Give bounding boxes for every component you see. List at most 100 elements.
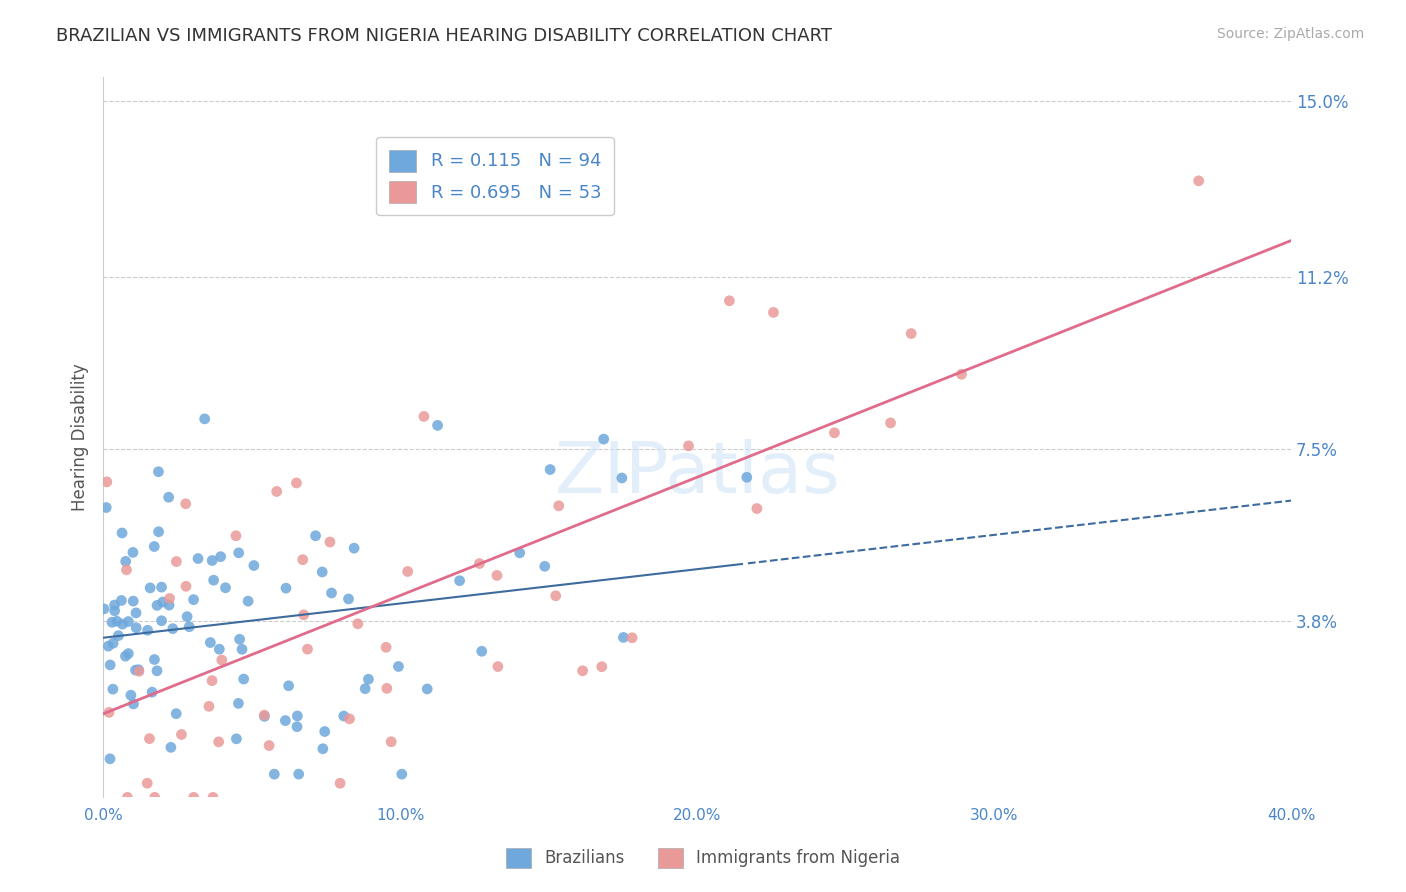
Legend: R = 0.115   N = 94, R = 0.695   N = 53: R = 0.115 N = 94, R = 0.695 N = 53 <box>377 136 614 215</box>
Point <box>136 624 159 638</box>
Point <box>114 649 136 664</box>
Point <box>533 559 555 574</box>
Point <box>375 681 398 696</box>
Point <box>122 697 145 711</box>
Text: BRAZILIAN VS IMMIGRANTS FROM NIGERIA HEARING DISABILITY CORRELATION CHART: BRAZILIAN VS IMMIGRANTS FROM NIGERIA HEA… <box>56 27 832 45</box>
Point <box>291 552 314 566</box>
Point <box>621 631 644 645</box>
Point <box>176 609 198 624</box>
Point <box>139 581 162 595</box>
Point <box>141 685 163 699</box>
Point <box>125 621 148 635</box>
Point <box>202 573 225 587</box>
Point <box>150 580 173 594</box>
Point <box>337 591 360 606</box>
Point <box>485 568 508 582</box>
Point <box>232 672 254 686</box>
Point <box>117 615 139 629</box>
Point <box>225 731 247 746</box>
Point <box>143 652 166 666</box>
Point <box>321 586 343 600</box>
Point <box>148 465 170 479</box>
Point <box>346 616 368 631</box>
Point <box>201 553 224 567</box>
Point <box>103 598 125 612</box>
Point <box>297 642 319 657</box>
Point <box>159 591 181 606</box>
Point <box>329 776 352 790</box>
Point <box>592 432 614 446</box>
Point <box>187 551 209 566</box>
Point <box>426 418 449 433</box>
Point <box>292 607 315 622</box>
Point <box>120 688 142 702</box>
Point <box>111 617 134 632</box>
Point <box>243 558 266 573</box>
Point <box>274 714 297 728</box>
Point <box>101 682 124 697</box>
Point <box>122 545 145 559</box>
Point <box>285 475 308 490</box>
Point <box>165 555 187 569</box>
Point <box>96 500 118 515</box>
Point <box>209 549 232 564</box>
Point <box>96 475 118 489</box>
Point <box>143 790 166 805</box>
Point <box>718 293 741 308</box>
Point <box>125 606 148 620</box>
Point <box>200 635 222 649</box>
Point <box>285 720 308 734</box>
Point <box>253 709 276 723</box>
Point <box>228 697 250 711</box>
Point <box>183 790 205 805</box>
Point <box>148 524 170 539</box>
Point <box>115 563 138 577</box>
Point <box>333 709 356 723</box>
Point <box>105 614 128 628</box>
Point <box>311 565 333 579</box>
Point <box>101 636 124 650</box>
Point <box>138 731 160 746</box>
Point <box>157 598 180 612</box>
Point <box>900 326 922 341</box>
Point <box>236 594 259 608</box>
Point <box>143 540 166 554</box>
Point <box>146 599 169 613</box>
Point <box>468 557 491 571</box>
Point <box>304 529 326 543</box>
Point <box>98 752 121 766</box>
Point <box>612 631 634 645</box>
Point <box>257 739 280 753</box>
Point <box>122 594 145 608</box>
Point <box>170 727 193 741</box>
Point <box>538 462 561 476</box>
Point <box>104 604 127 618</box>
Point <box>263 767 285 781</box>
Point <box>449 574 471 588</box>
Point <box>416 681 439 696</box>
Point <box>486 659 509 673</box>
Point <box>1188 174 1211 188</box>
Point <box>228 546 250 560</box>
Point <box>101 615 124 630</box>
Point <box>194 412 217 426</box>
Point <box>117 790 139 805</box>
Point <box>150 614 173 628</box>
Point <box>391 767 413 781</box>
Point <box>591 659 613 673</box>
Point <box>228 632 250 647</box>
Point <box>208 735 231 749</box>
Point <box>610 471 633 485</box>
Point <box>354 681 377 696</box>
Point <box>107 629 129 643</box>
Point <box>285 709 308 723</box>
Point <box>93 602 115 616</box>
Point <box>253 708 276 723</box>
Text: ZIPatlas: ZIPatlas <box>554 439 839 508</box>
Point <box>160 740 183 755</box>
Point <box>823 425 845 440</box>
Point <box>287 767 309 781</box>
Point <box>357 672 380 686</box>
Point <box>339 712 361 726</box>
Point <box>98 657 121 672</box>
